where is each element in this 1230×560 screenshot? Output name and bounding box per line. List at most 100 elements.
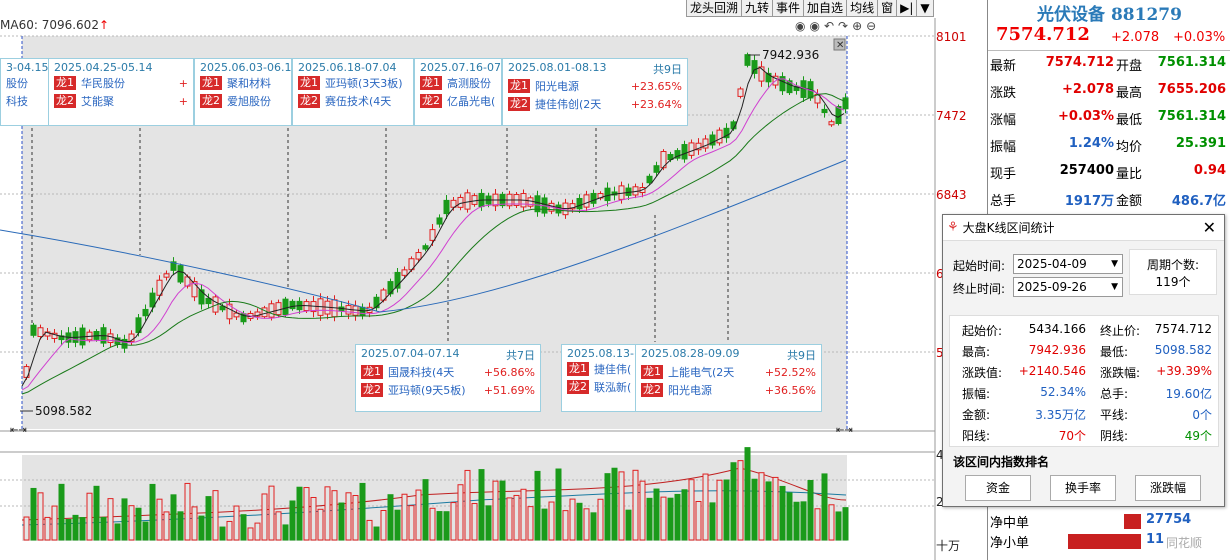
- ranking-label: 该区间内指数排名: [953, 455, 1050, 469]
- toolbar-moving-average[interactable]: 均线: [847, 0, 879, 16]
- fund-label: 净小单: [990, 536, 1030, 551]
- dragon-leader-1: 捷佳伟(: [594, 363, 632, 376]
- dragon-box[interactable]: 2025.08.13-( 龙1 捷佳伟( 龙2 联泓新(: [561, 344, 641, 412]
- quote-value: 257400: [1059, 163, 1114, 178]
- undo-icon[interactable]: ↶: [823, 19, 835, 33]
- dragon-pct-2: +23.64%: [630, 97, 682, 111]
- dragon-range: 2025.07.04-07.14: [361, 347, 460, 360]
- dragon-leader-2: 阳光电源: [668, 384, 712, 397]
- dragon-leader-2: 捷佳伟创(2天: [535, 98, 602, 111]
- stat-value: 49个: [1184, 429, 1212, 443]
- toolbar-events[interactable]: 事件: [773, 0, 805, 16]
- dragon-range: 2025.08.01-08.13: [508, 61, 607, 74]
- period-count-box: 周期个数: 119个: [1129, 249, 1217, 295]
- quote-value: 7561.314: [1157, 109, 1226, 124]
- fund-bar: [1124, 514, 1141, 529]
- redo-icon[interactable]: ↷: [838, 19, 849, 33]
- chart-icon: ⚘: [947, 220, 959, 235]
- dragon-leader-2: 赛伍技术(4天: [325, 95, 392, 108]
- dragon-box[interactable]: 2025.06.03-06.1 龙1 聚和材料 龙2 爱旭股份: [194, 58, 292, 126]
- dragon-range: 2025.06.18-07.04: [298, 61, 397, 74]
- stat-label: 涨跌值:: [962, 366, 1003, 380]
- quote-label: 开盘: [1116, 59, 1143, 74]
- fund-ranking-button[interactable]: 资金: [965, 475, 1031, 501]
- chevron-down-icon: ▼: [1111, 259, 1118, 269]
- toolbar-dragon-backtrack[interactable]: 龙头回溯: [687, 0, 743, 16]
- dragon-pct-1: +23.65%: [630, 79, 682, 93]
- end-time-select[interactable]: 2025-09-26 ▼: [1013, 277, 1123, 297]
- chart-icons-row: ◉ ◉ ↶ ↷ ⊕ ⊖: [795, 19, 876, 33]
- quote-label: 均价: [1116, 140, 1143, 155]
- start-time-select[interactable]: 2025-04-09 ▼: [1013, 254, 1123, 274]
- dragon-box[interactable]: 2025.07.16-07. 龙1 高测股份 龙2 亿晶光电(: [414, 58, 504, 126]
- dragon-leader-2: 科技: [6, 95, 28, 108]
- dragon-pct-1: +52.52%: [764, 365, 816, 379]
- turnover-ranking-button[interactable]: 换手率: [1050, 475, 1116, 501]
- toolbar-dropdown-icon[interactable]: ▼: [917, 0, 934, 16]
- change-ranking-button[interactable]: 涨跌幅: [1135, 475, 1201, 501]
- dragon-box[interactable]: 2025.06.18-07.04 龙1 亚玛顿(3天3板) 龙2 赛伍技术(4天: [292, 58, 414, 126]
- eye-icon[interactable]: ◉: [795, 19, 806, 33]
- toolbar-collapse-icon[interactable]: ▶|: [897, 0, 918, 16]
- start-time-label: 起始时间:: [953, 259, 1006, 273]
- dragon-box[interactable]: 3-04.15 股份 科技: [0, 58, 52, 126]
- dragon-leader-1: 高测股份: [447, 77, 491, 90]
- stat-value: +39.39%: [1156, 364, 1212, 378]
- dragon-tag-2: 龙2: [361, 383, 383, 397]
- dragon-leader-1: 华民股份: [81, 77, 125, 90]
- dragon-box[interactable]: 2025.04.25-05.14 龙1 华民股份 + 龙2 艾能聚 +: [48, 58, 194, 126]
- dragon-tag-2: 龙2: [508, 97, 530, 111]
- dragon-box[interactable]: 2025.08.01-08.13 共9日 龙1 阳光电源 +23.65% 龙2 捷佳伟创…: [502, 58, 688, 126]
- quote-value: 486.7亿: [1171, 194, 1226, 209]
- quote-value: 7561.314: [1157, 55, 1226, 70]
- dragon-box[interactable]: 2025.08.28-09.09 共9日 龙1 上能电气(2天 +52.52% 龙2 阳…: [635, 344, 822, 412]
- price-axis-label: 6: [936, 267, 944, 281]
- zoom-in-icon[interactable]: ⊕: [852, 19, 863, 33]
- dragon-range: 2025.08.28-09.09: [641, 347, 740, 360]
- stat-value: 0个: [1192, 408, 1212, 422]
- dialog-title: 大盘K线区间统计: [962, 221, 1055, 235]
- quote-value: 1917万: [1064, 194, 1114, 209]
- dragon-box[interactable]: 2025.07.04-07.14 共7日 龙1 国晟科技(4天 +56.86% 龙2 亚…: [355, 344, 541, 412]
- stat-label: 阳线:: [962, 429, 991, 443]
- eye-icon-2[interactable]: ◉: [809, 19, 820, 33]
- stat-label: 阴线:: [1100, 429, 1129, 443]
- toolbar-nine-turn[interactable]: 九转: [742, 0, 774, 16]
- volume-unit-label: 十万: [936, 539, 961, 553]
- quote-label: 现手: [990, 167, 1017, 182]
- high-marker: 7942.936: [762, 48, 819, 62]
- dragon-pct-2: +: [178, 94, 188, 108]
- stat-label: 最高:: [962, 345, 991, 359]
- fund-value: 11: [1146, 532, 1165, 547]
- quote-value: +2.078: [1061, 82, 1114, 97]
- svg-text:✕: ✕: [836, 40, 844, 51]
- ma60-label: MA60: 7096.602↑: [0, 18, 109, 32]
- dragon-count: 共9日: [787, 349, 816, 362]
- dragon-pct-1: +56.86%: [483, 365, 535, 379]
- dragon-tag-2: 龙2: [420, 94, 442, 108]
- price-axis-label: 7472: [936, 109, 967, 123]
- dragon-count: 共9日: [653, 63, 682, 76]
- dragon-leader-1: 国晟科技(4天: [388, 366, 455, 379]
- quote-label: 最新: [990, 59, 1017, 74]
- quote-label: 涨幅: [990, 113, 1017, 128]
- watermark-logo: 同花顺: [1166, 536, 1203, 550]
- quote-label: 涨跌: [990, 86, 1017, 101]
- dialog-titlebar[interactable]: ⚘ 大盘K线区间统计: [943, 215, 1224, 241]
- dragon-leader-1: 股份: [6, 77, 28, 90]
- dragon-range: 2025.08.13-(: [567, 347, 639, 360]
- close-icon[interactable]: ✕: [1202, 218, 1216, 237]
- dragon-leader-1: 亚玛顿(3天3板): [325, 77, 403, 90]
- dragon-range: 2025.06.03-06.1: [200, 61, 292, 74]
- dragon-tag-1: 龙1: [54, 76, 76, 90]
- toolbar-window[interactable]: 窗: [878, 0, 898, 16]
- quote-value: 7574.712: [1045, 55, 1114, 70]
- chart-toolbar: 龙头回溯 九转 事件 加自选 均线 窗 ▶| ▼: [686, 0, 934, 17]
- index-title: 光伏设备 881279: [1037, 5, 1182, 25]
- end-time-label: 终止时间:: [953, 282, 1006, 296]
- toolbar-add-watchlist[interactable]: 加自选: [804, 0, 848, 16]
- stat-label: 平线:: [1100, 408, 1129, 422]
- price-change-pct: +0.03%: [1173, 30, 1226, 45]
- zoom-out-icon[interactable]: ⊖: [866, 19, 877, 33]
